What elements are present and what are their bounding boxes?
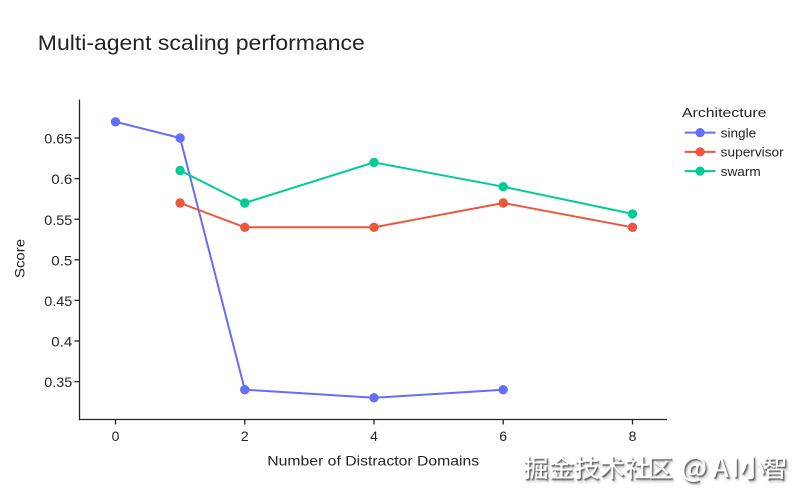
svg-text:supervisor: supervisor [721,145,785,160]
svg-text:0.65: 0.65 [44,131,72,147]
svg-text:single: single [721,125,757,140]
svg-text:Number of Distractor Domains: Number of Distractor Domains [267,453,479,469]
svg-text:Score: Score [12,239,28,278]
svg-text:Multi-agent scaling performanc: Multi-agent scaling performance [38,31,365,55]
svg-text:8: 8 [629,428,637,444]
svg-text:swarm: swarm [721,164,761,179]
svg-text:0: 0 [112,428,120,444]
svg-text:0.6: 0.6 [51,171,72,187]
svg-text:6: 6 [499,428,507,444]
svg-text:2: 2 [241,428,249,444]
svg-text:0.35: 0.35 [44,374,72,390]
svg-text:0.5: 0.5 [51,252,72,268]
svg-text:Architecture: Architecture [682,105,767,120]
svg-text:0.45: 0.45 [44,293,72,309]
svg-text:4: 4 [370,428,378,444]
svg-text:0.4: 0.4 [51,334,72,350]
svg-text:0.55: 0.55 [44,212,72,228]
